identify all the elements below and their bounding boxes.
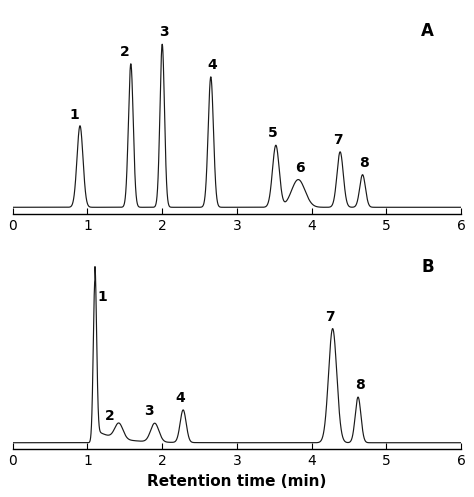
Text: B: B (421, 257, 434, 276)
Text: 1: 1 (98, 290, 107, 304)
Text: 2: 2 (120, 45, 130, 59)
Text: 4: 4 (208, 58, 217, 72)
Text: 8: 8 (359, 156, 369, 170)
Text: 5: 5 (268, 126, 278, 141)
Text: 4: 4 (175, 391, 185, 405)
Text: 8: 8 (355, 378, 365, 392)
Text: A: A (421, 22, 434, 40)
Text: 6: 6 (295, 161, 305, 174)
Text: 7: 7 (325, 310, 335, 324)
Text: 1: 1 (69, 108, 79, 122)
X-axis label: Retention time (min): Retention time (min) (147, 474, 327, 489)
Text: 2: 2 (105, 409, 115, 423)
Text: 7: 7 (333, 133, 343, 147)
Text: 3: 3 (144, 404, 154, 418)
Text: 3: 3 (159, 25, 169, 39)
